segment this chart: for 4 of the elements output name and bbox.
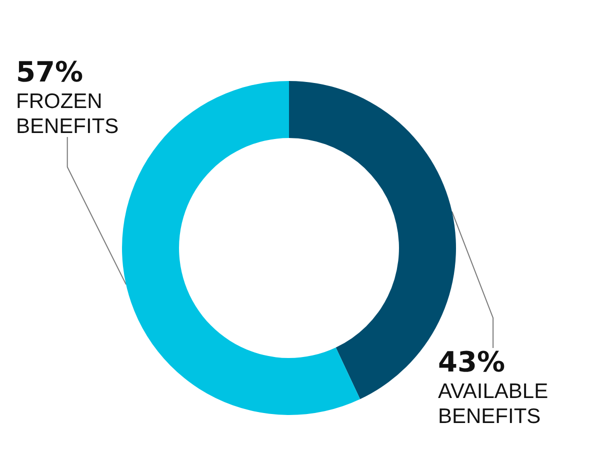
data-label: 57% xyxy=(16,56,84,88)
data-label: 43% xyxy=(438,346,506,378)
slice-label: AVAILABLE BENEFITS xyxy=(438,380,548,428)
slice-label: FROZEN BENEFITS xyxy=(16,90,119,138)
